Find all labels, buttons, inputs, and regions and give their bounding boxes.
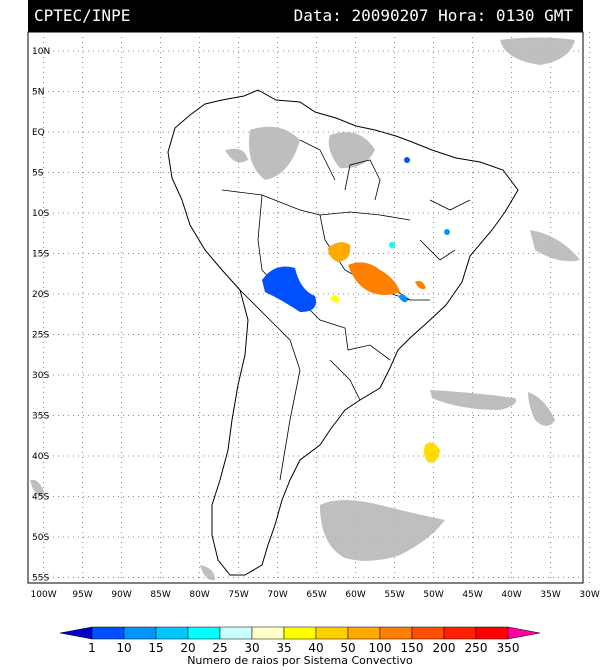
legend-swatch — [219, 626, 253, 640]
lat-tick-label: 45S — [32, 493, 49, 503]
legend-swatch — [91, 626, 125, 640]
legend-label: 35 — [276, 641, 291, 655]
lat-tick-label: 20S — [32, 290, 49, 300]
legend-label: 10 — [116, 641, 131, 655]
legend-colorbar: 1 10 15 20 25 30 35 40 50 100 150 200 250 350 — [59, 626, 541, 655]
legend-label: 200 — [433, 641, 456, 655]
country-borders — [221, 139, 471, 481]
lon-tick-label: 60W — [345, 590, 365, 600]
legend-swatch — [315, 626, 349, 640]
lon-tick-label: 100W — [31, 590, 57, 600]
lat-tick-label: 25S — [32, 331, 49, 341]
continent-outline — [167, 89, 519, 576]
cloud-cover — [30, 37, 580, 581]
legend-swatch — [283, 626, 317, 640]
legend-label: 250 — [465, 641, 488, 655]
legend-title: Numero de raios por Sistema Convectivo — [187, 654, 413, 667]
lat-tick-label: 10N — [32, 47, 50, 57]
lon-tick-label: 75W — [228, 590, 248, 600]
lon-tick-label: 65W — [306, 590, 326, 600]
lon-tick-label: 55W — [384, 590, 404, 600]
legend-swatch — [411, 626, 445, 640]
lat-tick-label: 5S — [32, 169, 44, 179]
lat-tick-label: 10S — [32, 209, 49, 219]
legend-label: 350 — [497, 641, 520, 655]
legend-swatch — [507, 626, 541, 640]
lat-tick-label: 5N — [32, 88, 44, 98]
legend-label: 15 — [148, 641, 163, 655]
legend-swatch — [155, 626, 189, 640]
lon-tick-label: 85W — [150, 590, 170, 600]
lon-tick-label: 45W — [462, 590, 482, 600]
lon-tick-label: 80W — [189, 590, 209, 600]
legend-label: 100 — [369, 641, 392, 655]
longitude-labels: 100W 95W 90W 85W 80W 75W 70W 65W 60W 55W 50W 45W 40W… — [31, 590, 600, 600]
lat-tick-label: 35S — [32, 412, 49, 422]
lon-tick-label: 95W — [72, 590, 92, 600]
lon-tick-label: 70W — [267, 590, 287, 600]
grid-lines — [28, 32, 591, 583]
latitude-labels: 10N 5N EQ 5S 10S 15S 20S 25S 30S 35S 40S 45S 50S 55S — [32, 47, 50, 584]
lat-tick-label: 30S — [32, 371, 49, 381]
map-header: CPTEC/INPE Data: 20090207 Hora: 0130 GMT — [28, 0, 583, 32]
lat-tick-label: 50S — [32, 533, 49, 543]
legend-swatch — [187, 626, 221, 640]
legend-label: 20 — [180, 641, 195, 655]
lon-tick-label: 35W — [540, 590, 560, 600]
map-frame — [27, 31, 584, 584]
datetime-label: Data: 20090207 Hora: 0130 GMT — [293, 6, 573, 25]
legend-swatch — [379, 626, 413, 640]
lightning-systems — [262, 157, 450, 463]
lat-tick-label: EQ — [32, 128, 45, 138]
legend-swatch — [251, 626, 285, 640]
legend-swatch — [443, 626, 477, 640]
legend-swatch — [347, 626, 381, 640]
lat-tick-label: 15S — [32, 250, 49, 260]
legend-label: 25 — [212, 641, 227, 655]
legend-swatch — [59, 626, 93, 640]
legend-swatch — [475, 626, 509, 640]
lon-tick-label: 40W — [501, 590, 521, 600]
lat-tick-label: 55S — [32, 574, 49, 584]
legend-label: 150 — [401, 641, 424, 655]
source-label: CPTEC/INPE — [34, 6, 131, 25]
legend-label: 30 — [244, 641, 259, 655]
lon-tick-label: 50W — [423, 590, 443, 600]
legend-swatch — [123, 626, 157, 640]
legend-label: 1 — [88, 641, 96, 655]
lat-tick-label: 40S — [32, 452, 49, 462]
legend-label: 50 — [340, 641, 355, 655]
lon-tick-label: 30W — [579, 590, 599, 600]
lon-tick-label: 90W — [111, 590, 131, 600]
legend-label: 40 — [308, 641, 323, 655]
